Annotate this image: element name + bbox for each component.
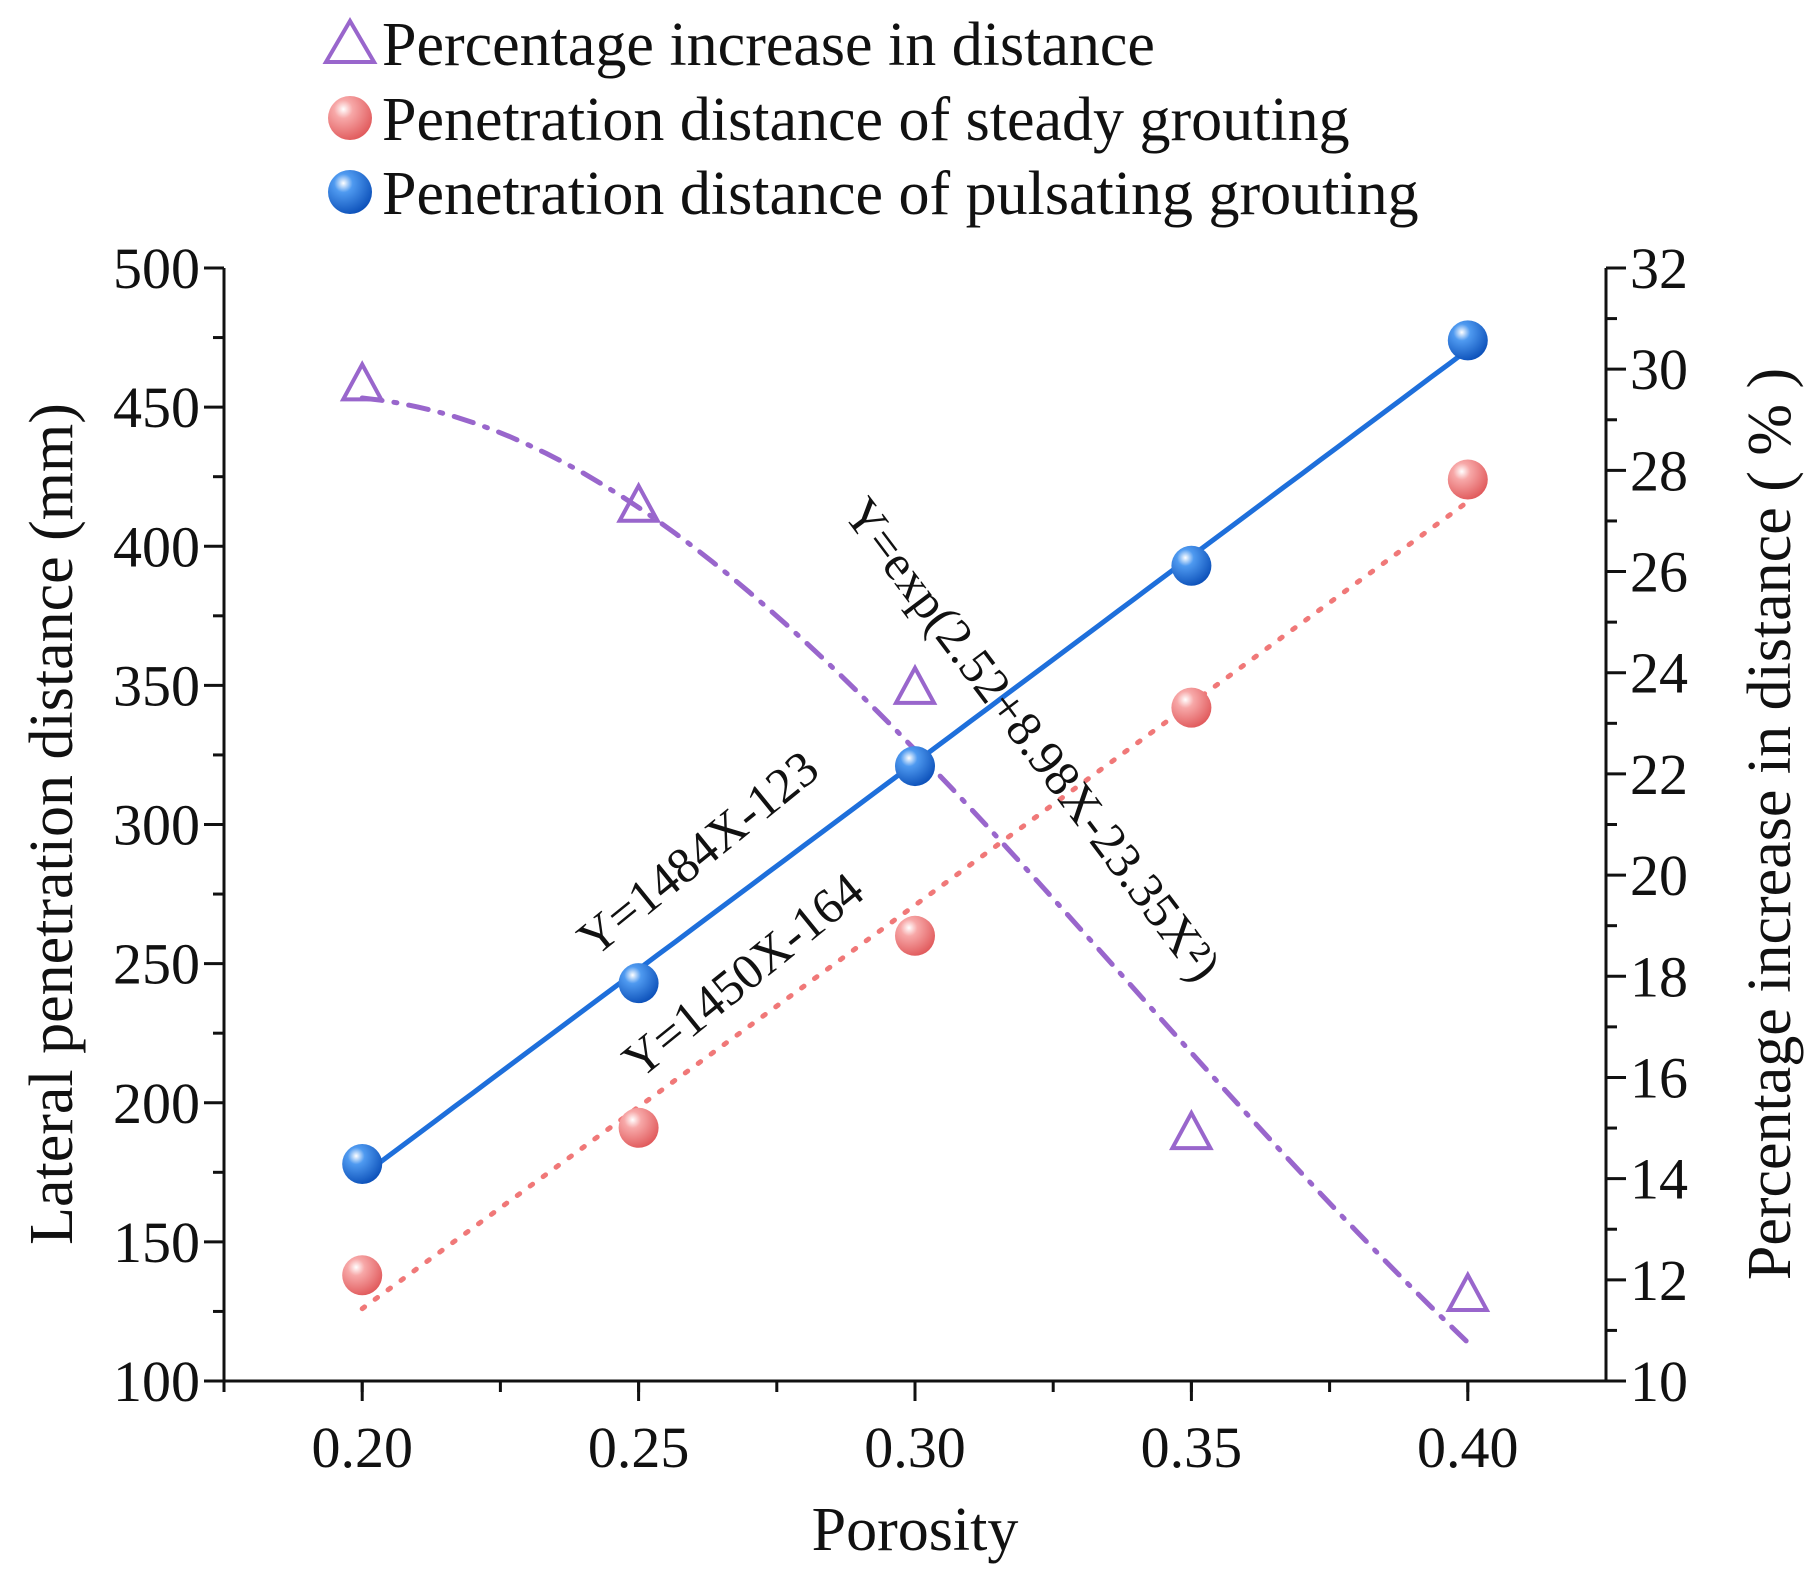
y-right-tick-label: 26	[1630, 540, 1688, 605]
y-axis-right-title: Percentage increase in distance ( % )	[1736, 368, 1804, 1280]
data-point-steady	[895, 915, 935, 956]
fit-lines	[359, 347, 1471, 1345]
y-right-tick-label: 14	[1630, 1147, 1688, 1212]
legend-item-pulsating: Penetration distance of pulsating grouti…	[328, 160, 1419, 228]
y-right-tick-label: 32	[1630, 236, 1688, 301]
annotations: Y=1484X-123 Y=1450X-164 Y=exp(2.52+8.98X…	[567, 487, 1233, 1089]
legend-sphere-marker-pulsating	[328, 170, 372, 214]
x-tick-label: 0.35	[1141, 1415, 1243, 1480]
legend-item-steady: Penetration distance of steady grouting	[328, 86, 1350, 154]
y-right-tick-label: 22	[1630, 742, 1688, 807]
legend-label-steady: Penetration distance of steady grouting	[382, 86, 1350, 154]
data-point-pulsating	[1171, 545, 1212, 586]
y-left-tick-label: 350	[113, 653, 200, 718]
data-point-percentage	[1445, 1270, 1491, 1312]
x-tick-label: 0.20	[311, 1415, 413, 1480]
x-tick-label: 0.30	[864, 1415, 966, 1480]
y-right-tick-label: 16	[1630, 1045, 1688, 1110]
x-tick-label: 0.40	[1417, 1415, 1519, 1480]
data-markers	[339, 320, 1491, 1312]
y-right-tick-label: 12	[1630, 1248, 1688, 1313]
data-point-percentage	[339, 360, 385, 402]
data-point-pulsating	[618, 963, 659, 1004]
y-left-tick-label: 100	[113, 1349, 200, 1414]
data-point-steady	[618, 1107, 659, 1148]
y-left-tick-label: 450	[113, 375, 200, 440]
data-point-percentage	[616, 481, 661, 523]
data-point-pulsating	[342, 1143, 383, 1184]
data-point-percentage	[892, 663, 938, 705]
axes	[222, 268, 1608, 1383]
y-left-tick-label: 200	[113, 1071, 200, 1136]
legend-sphere-marker-steady	[328, 96, 372, 140]
legend-label-percentage: Percentage increase in distance	[382, 11, 1155, 79]
legend: Percentage increase in distance Penetrat…	[322, 11, 1419, 228]
data-point-pulsating	[1447, 320, 1488, 361]
data-point-pulsating	[895, 746, 935, 787]
y-left-tick-label: 300	[113, 793, 200, 858]
y-right-tick-label: 28	[1630, 438, 1688, 503]
y-axis-left-title: Lateral penetration distance (mm)	[18, 403, 86, 1245]
y-right-tick-label: 10	[1630, 1349, 1688, 1414]
y-ticks-right: 10 12 14 16 18 20 22 24 26 28 30 32	[1606, 236, 1688, 1414]
x-axis-title: Porosity	[812, 1496, 1019, 1564]
y-left-tick-label: 250	[113, 932, 200, 997]
y-right-tick-label: 18	[1630, 944, 1688, 1009]
y-left-tick-label: 150	[113, 1210, 200, 1275]
x-ticks: 0.20 0.25 0.30 0.35 0.40	[222, 1381, 1519, 1480]
fit-line-steady	[359, 499, 1471, 1312]
y-right-tick-label: 20	[1630, 843, 1688, 908]
y-right-tick-label: 24	[1630, 641, 1688, 706]
data-point-steady	[1171, 687, 1212, 728]
data-point-steady	[1447, 459, 1488, 500]
legend-triangle-marker	[322, 17, 378, 64]
y-ticks-left: 100 150 200 250 300 350 400 450 500	[113, 236, 224, 1414]
y-left-tick-label: 500	[113, 236, 200, 301]
y-left-tick-label: 400	[113, 514, 200, 579]
legend-label-pulsating: Penetration distance of pulsating grouti…	[382, 160, 1419, 228]
y-right-tick-label: 30	[1630, 337, 1688, 402]
x-tick-label: 0.25	[588, 1415, 690, 1480]
legend-item-percentage: Percentage increase in distance	[322, 11, 1155, 79]
data-point-percentage	[1169, 1108, 1214, 1151]
data-point-steady	[342, 1255, 383, 1296]
